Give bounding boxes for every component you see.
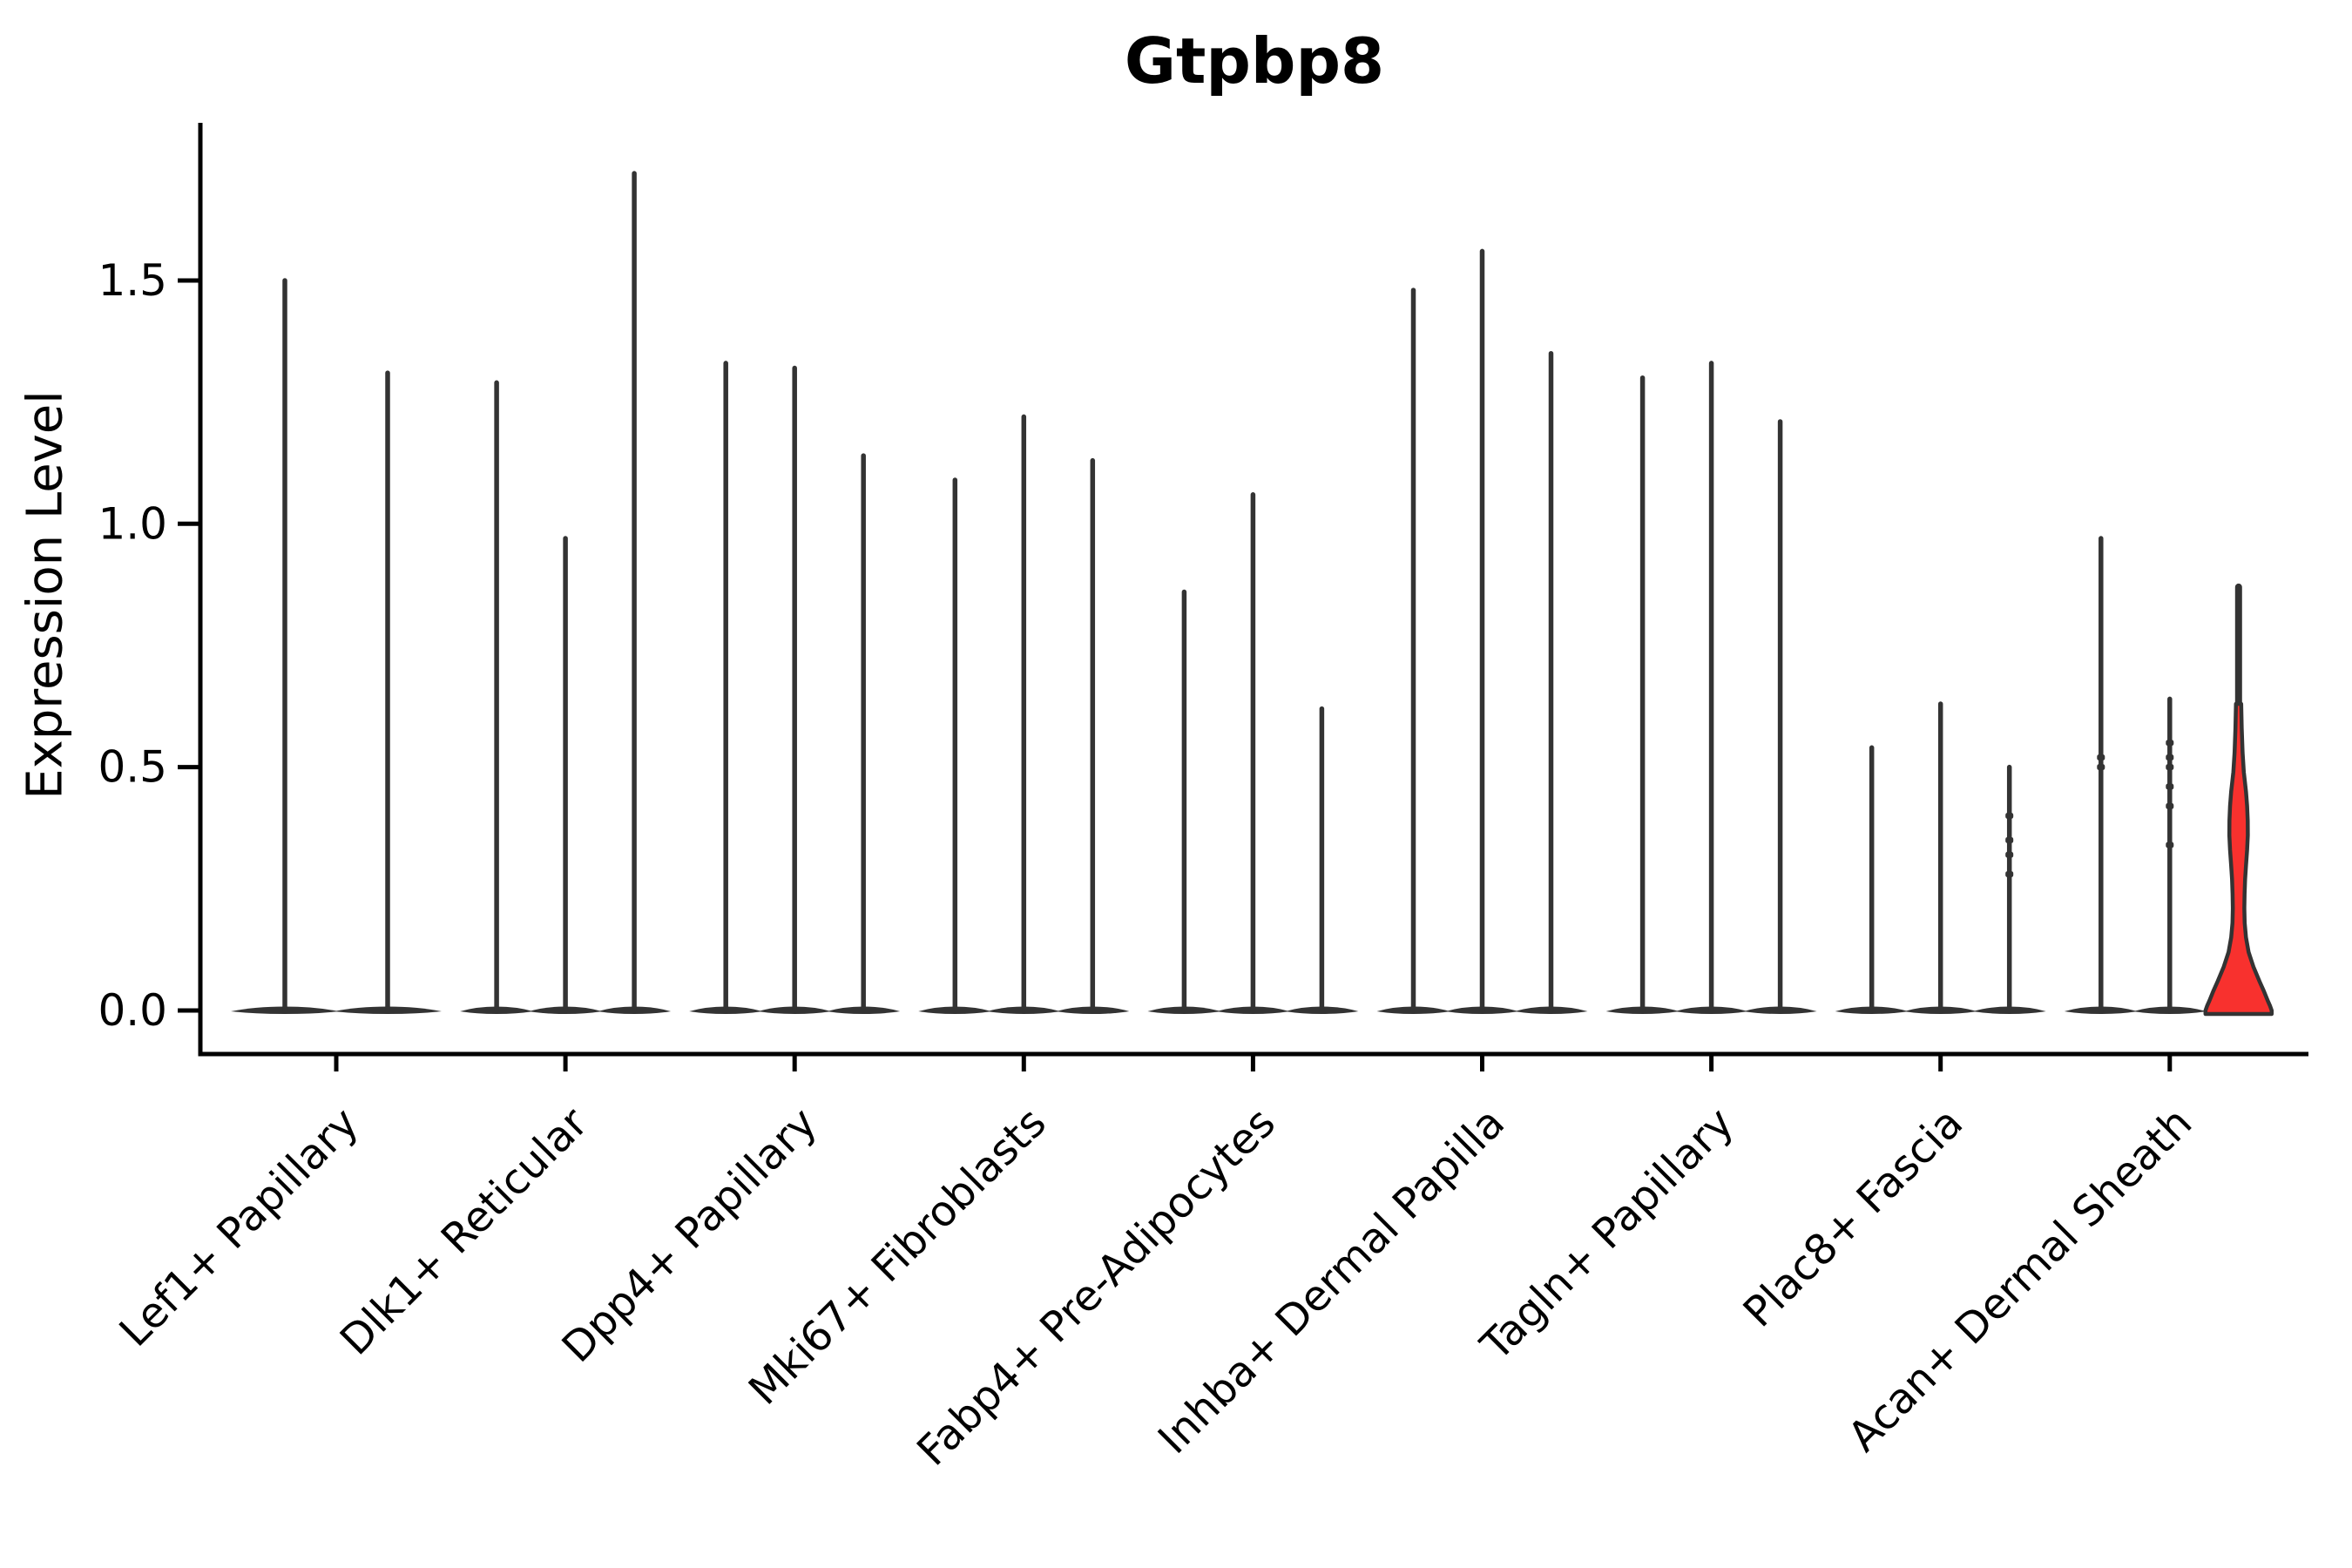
data-point [2166,841,2174,848]
y-tick-label: 0.0 [98,985,167,1036]
data-point [2166,802,2174,809]
data-point [2166,783,2174,790]
data-point [2166,740,2174,747]
data-point [2097,764,2105,771]
highlighted-violin [2203,701,2274,1017]
x-tick-label: Plac8+ Fascia [1734,1098,1973,1337]
y-tick-label: 0.5 [98,742,167,793]
y-tick-label: 1.0 [98,498,167,549]
x-tick-label: Dlk1+ Reticular [331,1098,598,1365]
plot-title: Gtpbp8 [1124,24,1385,98]
data-point [2166,764,2174,771]
data-point [2005,836,2014,843]
x-tick-label: Lef1+ Papillary [111,1098,368,1356]
x-tick-label: Dpp4+ Papillary [553,1098,827,1372]
y-tick-label: 1.5 [98,255,167,306]
data-point [2005,871,2014,878]
data-point [2005,813,2014,820]
data-point [2097,754,2105,760]
x-tick-label: Tagln+ Papillary [1471,1098,1743,1370]
data-point [2166,754,2174,760]
data-point [2005,851,2014,858]
